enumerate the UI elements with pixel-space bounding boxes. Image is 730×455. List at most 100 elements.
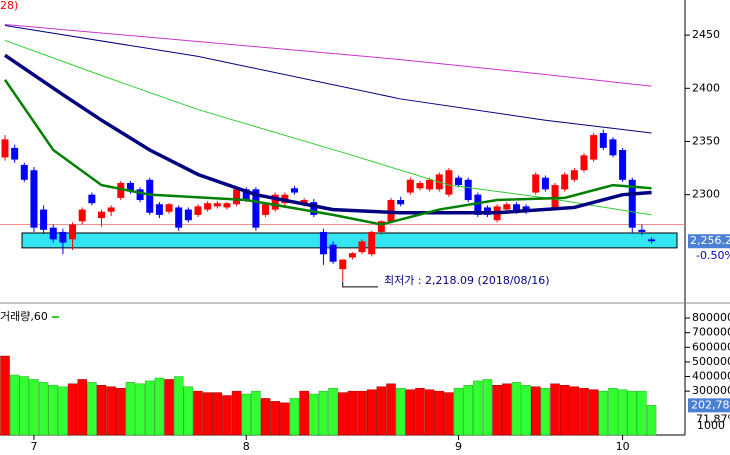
low-annotation: 최저가 : 2,218.09 (2018/08/16) bbox=[384, 274, 550, 287]
volume-bar bbox=[270, 401, 280, 436]
volume-bar bbox=[405, 389, 416, 436]
y-tick-label: 2450 bbox=[692, 28, 720, 41]
moving-average bbox=[3, 79, 652, 226]
volume-bar bbox=[183, 386, 194, 436]
candle-body bbox=[532, 174, 540, 193]
volume-bar bbox=[125, 382, 136, 436]
candle-body bbox=[580, 155, 588, 171]
candle-body bbox=[155, 204, 163, 215]
volume-bar bbox=[637, 390, 647, 436]
volume-bar bbox=[29, 379, 39, 436]
candle-body bbox=[59, 231, 67, 243]
x-tick-label: 10 bbox=[616, 440, 630, 453]
volume-bar bbox=[241, 393, 251, 436]
candle-body bbox=[204, 203, 212, 210]
volume-bar bbox=[627, 390, 637, 436]
volume-bar bbox=[38, 382, 49, 436]
moving-average bbox=[4, 23, 652, 87]
volume-bar bbox=[309, 393, 319, 436]
volume-bar bbox=[328, 387, 338, 436]
candle-body bbox=[648, 239, 656, 242]
candle-body bbox=[291, 188, 298, 193]
candle-body bbox=[40, 209, 48, 230]
candle-body bbox=[146, 179, 154, 213]
candle-body bbox=[271, 194, 279, 210]
volume-bar bbox=[173, 376, 184, 436]
volume-bar bbox=[251, 390, 261, 436]
y-tick-label: 2300 bbox=[692, 188, 720, 201]
candle-body bbox=[426, 179, 434, 190]
candle-body bbox=[175, 207, 183, 228]
volume-bar bbox=[617, 389, 628, 436]
candle-body bbox=[348, 253, 356, 258]
candle-body bbox=[474, 194, 482, 215]
volume-bar bbox=[473, 380, 483, 436]
candle-body bbox=[300, 200, 308, 205]
y-tick-label: 800000 bbox=[692, 311, 730, 324]
volume-bar bbox=[453, 387, 464, 436]
y-tick-label: 500000 bbox=[692, 355, 730, 368]
candle-body bbox=[242, 189, 250, 200]
candle-body bbox=[78, 209, 86, 222]
volume-bar bbox=[521, 385, 531, 436]
candle-body bbox=[88, 194, 96, 204]
volume-bar bbox=[87, 382, 97, 436]
volume-bar bbox=[598, 390, 609, 436]
y-tick-label: 700000 bbox=[692, 326, 730, 339]
candle-body bbox=[628, 179, 636, 228]
volume-bar bbox=[366, 389, 377, 436]
candle-body bbox=[368, 231, 376, 255]
candle-body bbox=[20, 164, 28, 180]
volume-bar bbox=[164, 379, 174, 436]
candle-body bbox=[107, 207, 115, 212]
candle-body bbox=[406, 179, 414, 193]
volume-label: 거래량,60 bbox=[0, 310, 48, 323]
volume-bar bbox=[608, 387, 618, 436]
candle-body bbox=[223, 203, 231, 208]
ratio-label: 71.87% bbox=[696, 412, 730, 425]
x-tick-label: 9 bbox=[455, 440, 462, 453]
volume-bar bbox=[511, 382, 522, 436]
last-volume-box bbox=[688, 398, 730, 413]
volume-bar bbox=[212, 392, 223, 436]
moving-average bbox=[4, 53, 652, 215]
candle-body bbox=[464, 179, 472, 200]
candle-body bbox=[117, 182, 125, 198]
y-tick-label: 300000 bbox=[692, 384, 730, 397]
volume-bar bbox=[106, 386, 116, 436]
volume-bar bbox=[559, 385, 570, 436]
y-tick-label: 2400 bbox=[692, 81, 720, 94]
change-label: -0.50% bbox=[696, 249, 730, 262]
volume-bar bbox=[386, 383, 396, 436]
volume-bar bbox=[347, 390, 358, 436]
volume-bar bbox=[395, 387, 406, 436]
volume-bar bbox=[96, 385, 107, 436]
volume-bar bbox=[444, 392, 454, 436]
candle-body bbox=[590, 135, 598, 160]
volume-bar bbox=[77, 379, 87, 436]
x-tick-label: 7 bbox=[30, 440, 37, 453]
moving-average bbox=[4, 25, 652, 134]
candle-body bbox=[1, 139, 9, 158]
candle-body bbox=[561, 174, 569, 190]
volume-corner-label: 1000 bbox=[697, 419, 725, 432]
candle-body bbox=[233, 189, 241, 205]
volume-bar bbox=[193, 390, 203, 436]
candle-body bbox=[512, 204, 520, 212]
candle-body bbox=[252, 189, 260, 228]
candle-body bbox=[638, 229, 646, 232]
candle-body bbox=[126, 182, 134, 192]
band bbox=[21, 232, 678, 249]
y-tick-label: 2350 bbox=[692, 134, 720, 147]
volume-bar bbox=[260, 398, 271, 436]
volume-bar bbox=[550, 383, 560, 436]
volume-bar bbox=[202, 392, 213, 436]
candle-body bbox=[49, 227, 57, 240]
volume-bar bbox=[415, 387, 425, 436]
candle-body bbox=[619, 150, 627, 180]
volume-bar bbox=[19, 376, 30, 436]
candle-body bbox=[30, 170, 38, 228]
last-volume-label: 202,787 bbox=[691, 398, 730, 411]
candle-body bbox=[310, 202, 318, 215]
candle-body bbox=[213, 203, 221, 207]
